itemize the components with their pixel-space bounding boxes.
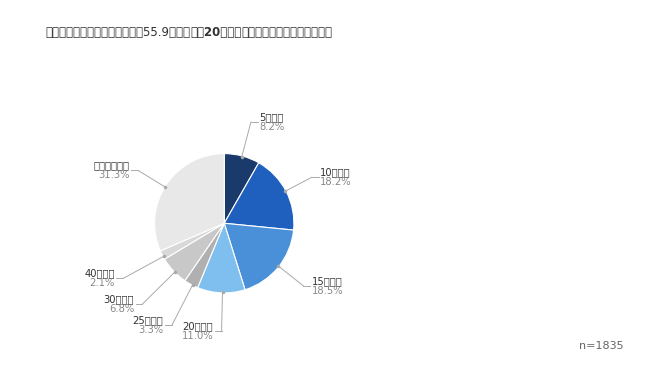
Text: 18.2%: 18.2% [320,177,352,187]
Text: 10分程度: 10分程度 [320,167,351,178]
Text: 18.5%: 18.5% [312,286,343,296]
Wedge shape [155,154,224,251]
Text: 31.3%: 31.3% [98,170,130,180]
Wedge shape [224,163,294,230]
Text: 6.8%: 6.8% [109,304,134,314]
Text: ウェビナー参加者の半数以上（55.9％）が: ウェビナー参加者の半数以上（55.9％）が [46,26,190,39]
Text: 仕事や業務に関する「60分間のオンラインイベント・ウェビナー」に参加したとして、
開始何分ぐらいで視聴し続けるか（途中で辞めるか）を判断しますか？: 仕事や業務に関する「60分間のオンラインイベント・ウェビナー」に参加したとして、… [172,24,478,57]
Wedge shape [198,223,245,293]
Text: 11.0%: 11.0% [181,331,213,341]
Text: 15分程度: 15分程度 [312,276,343,286]
Wedge shape [164,223,224,281]
Wedge shape [224,154,259,223]
Text: 5分以内: 5分以内 [259,112,283,122]
Text: 30分程度: 30分程度 [103,294,134,304]
Text: n=1835: n=1835 [579,341,624,351]
Wedge shape [224,223,294,290]
Text: 25分程度: 25分程度 [133,315,163,326]
Text: 8.2%: 8.2% [259,122,285,132]
Wedge shape [185,223,224,288]
Text: に視聴し続けるか否かを判断: に視聴し続けるか否かを判断 [242,26,333,39]
Text: 20分程度: 20分程度 [183,321,213,331]
Text: 開始20分以内: 開始20分以内 [190,26,242,39]
Wedge shape [161,223,224,259]
Text: 2.1%: 2.1% [90,278,115,288]
Text: 最後まで見る: 最後まで見る [94,161,130,171]
Text: 40分程度: 40分程度 [84,268,115,279]
Text: 3.3%: 3.3% [138,325,163,335]
